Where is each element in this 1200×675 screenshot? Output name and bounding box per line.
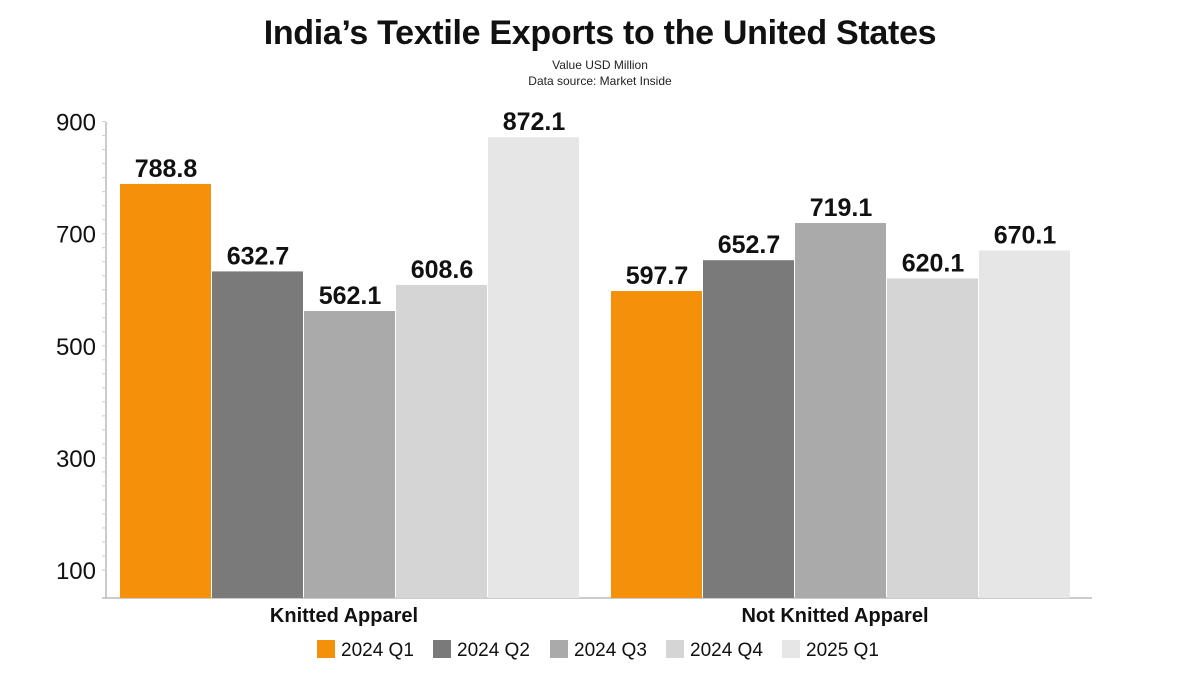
legend-item-2024-q1: 2024 Q1: [317, 640, 414, 661]
bar-2025-q1-knitted: [488, 137, 579, 598]
legend-item-2024-q3: 2024 Q3: [550, 640, 647, 661]
bar-2024-q3-knitted: [304, 310, 395, 598]
y-tick-label: 900: [56, 110, 96, 137]
legend-item-2024-q4: 2024 Q4: [666, 640, 763, 661]
legend-label: 2024 Q3: [574, 640, 647, 661]
legend-swatch: [666, 640, 684, 658]
bar-value-label: 788.8: [135, 155, 198, 183]
bar-2024-q1-not-knitted: [611, 291, 702, 598]
chart-subtitle: Value USD Million: [552, 58, 648, 72]
bar-value-label: 872.1: [503, 108, 566, 136]
y-tick-label: 500: [56, 334, 96, 361]
legend-swatch: [550, 640, 568, 658]
legend-swatch: [317, 640, 335, 658]
bar-value-label: 562.1: [319, 282, 382, 310]
x-category-label: Not Knitted Apparel: [741, 605, 928, 627]
bar-2025-q1-not-knitted: [979, 250, 1070, 599]
bar-2024-q2-not-knitted: [703, 260, 794, 598]
bar-value-label: 597.7: [626, 262, 689, 290]
x-category-label: Knitted Apparel: [270, 605, 418, 627]
legend-swatch: [782, 640, 800, 658]
chart-axes: 100 300 500 700 900 Knitted Apparel Not Knitte…: [56, 110, 1092, 627]
y-tick-label: 300: [56, 446, 96, 473]
bar-value-label: 652.7: [718, 231, 781, 259]
bar-value-label: 608.6: [411, 256, 474, 284]
bar-2024-q4-not-knitted: [887, 278, 978, 598]
y-tick-label: 700: [56, 222, 96, 249]
data-source: Data source: Market Inside: [528, 74, 672, 88]
bar-2024-q4-knitted: [396, 284, 487, 598]
y-tick-label: 100: [56, 558, 96, 585]
chart-bars: [120, 137, 1070, 599]
legend-swatch: [433, 640, 451, 658]
bar-2024-q3-not-knitted: [795, 222, 886, 598]
bar-value-label: 670.1: [994, 221, 1057, 249]
bar-2024-q2-knitted: [212, 271, 303, 598]
chart-legend: 2024 Q1 2024 Q2 2024 Q3 2024 Q4 2025 Q1: [317, 640, 879, 661]
bar-value-label: 632.7: [227, 242, 290, 270]
chart-value-labels: 788.8 597.7 632.7 652.7 562.1 719.1 608.6 620.1…: [135, 108, 1057, 310]
legend-label: 2024 Q2: [457, 640, 530, 661]
legend-label: 2024 Q4: [690, 640, 763, 661]
legend-item-2025-q1: 2025 Q1: [782, 640, 879, 661]
bar-value-label: 719.1: [810, 194, 873, 222]
legend-label: 2025 Q1: [806, 640, 879, 661]
legend-item-2024-q2: 2024 Q2: [433, 640, 530, 661]
bar-value-label: 620.1: [902, 249, 965, 277]
legend-label: 2024 Q1: [341, 640, 414, 661]
bar-2024-q1-knitted: [120, 183, 211, 598]
chart-title: India’s Textile Exports to the United St…: [263, 14, 937, 52]
